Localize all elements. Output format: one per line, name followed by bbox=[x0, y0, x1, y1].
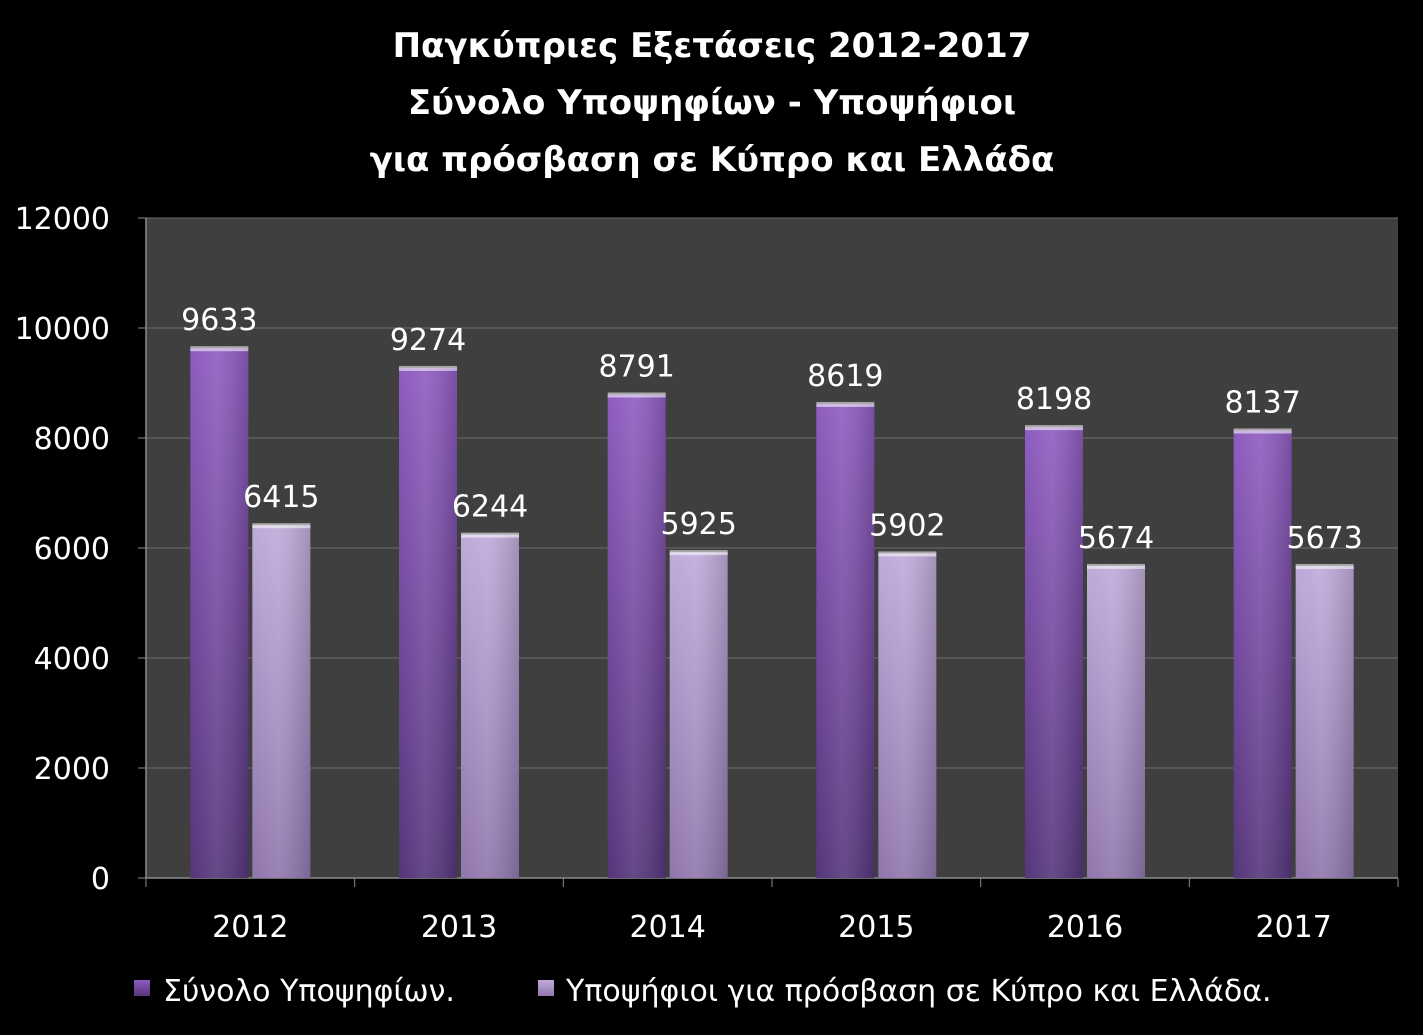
chart-title-line-1: Παγκύπριες Εξετάσεις 2012-2017 bbox=[393, 26, 1032, 66]
data-label-series-2: 5925 bbox=[660, 507, 736, 542]
bar-shading bbox=[878, 553, 937, 878]
bar-top-highlight bbox=[669, 550, 728, 556]
legend: Σύνολο Υποψηφίων. Υποψήφιοι για πρόσβαση… bbox=[134, 974, 1272, 1009]
bar-shading bbox=[252, 525, 311, 878]
bar-shading bbox=[461, 534, 519, 878]
bar-top-highlight bbox=[399, 365, 457, 371]
legend-label-series-1: Σύνολο Υποψηφίων. bbox=[163, 974, 455, 1009]
y-tick-label: 0 bbox=[91, 862, 110, 897]
data-label-series-1: 8619 bbox=[807, 359, 883, 394]
data-label-series-2: 6244 bbox=[452, 490, 528, 525]
bars bbox=[190, 346, 1354, 878]
y-tick-label: 12000 bbox=[15, 202, 110, 237]
bar-top-highlight bbox=[252, 523, 311, 529]
bar-top-highlight bbox=[1025, 425, 1083, 431]
data-label-series-1: 9274 bbox=[390, 323, 466, 358]
bar-top-highlight bbox=[607, 392, 666, 398]
bar-top-highlight bbox=[1295, 563, 1354, 569]
x-tick-label: 2012 bbox=[212, 910, 288, 945]
chart-title: Παγκύπριες Εξετάσεις 2012-2017 Σύνολο Υπ… bbox=[370, 26, 1055, 180]
data-label-series-1: 8791 bbox=[598, 349, 674, 384]
y-tick-label: 10000 bbox=[15, 312, 110, 347]
legend-label-series-2: Υποψήφιοι για πρόσβαση σε Κύπρο και Ελλά… bbox=[565, 974, 1272, 1009]
x-tick-label: 2013 bbox=[421, 910, 497, 945]
y-tick-label: 6000 bbox=[34, 532, 110, 567]
data-label-series-1: 8198 bbox=[1016, 382, 1092, 417]
axes: 0 2000 4000 6000 8000 10000 12000 2012 2013 2014 2… bbox=[15, 202, 1399, 945]
data-label-series-2: 5674 bbox=[1078, 521, 1154, 556]
bar-shading bbox=[399, 367, 457, 878]
x-tick-label: 2017 bbox=[1255, 910, 1331, 945]
bar-top-highlight bbox=[1087, 563, 1145, 569]
bar-top-highlight bbox=[816, 401, 875, 407]
bar-shading bbox=[669, 552, 728, 878]
bar-shading bbox=[1233, 430, 1292, 878]
data-label-series-2: 6415 bbox=[243, 480, 319, 515]
data-labels: 9633 6415 9274 6244 8791 5925 8619 5902 8198 5674… bbox=[181, 303, 1363, 556]
bar-shading bbox=[1025, 427, 1083, 878]
gridlines bbox=[146, 217, 1398, 769]
x-tick-label: 2014 bbox=[629, 910, 705, 945]
data-label-series-1: 8137 bbox=[1224, 385, 1300, 420]
bar-top-highlight bbox=[190, 346, 249, 352]
bar-top-highlight bbox=[1233, 428, 1292, 434]
data-label-series-2: 5902 bbox=[869, 508, 945, 543]
y-tick-label: 8000 bbox=[34, 422, 110, 457]
chart-title-line-3: για πρόσβαση σε Κύπρο και Ελλάδα bbox=[370, 140, 1055, 180]
chart-title-line-2: Σύνολο Υποψηφίων - Υποψήφιοι bbox=[408, 83, 1016, 123]
bar-shading bbox=[816, 403, 875, 878]
bar-top-highlight bbox=[461, 532, 519, 538]
x-tick-label: 2015 bbox=[838, 910, 914, 945]
legend-swatch-series-1 bbox=[134, 980, 150, 996]
x-tick-label: 2016 bbox=[1047, 910, 1123, 945]
y-tick-label: 2000 bbox=[34, 752, 110, 787]
y-tick-label: 4000 bbox=[34, 642, 110, 677]
bar-shading bbox=[1087, 565, 1145, 878]
bar-shading bbox=[190, 348, 249, 878]
bar-shading bbox=[1295, 565, 1354, 878]
bar-top-highlight bbox=[878, 551, 937, 557]
legend-swatch-series-2 bbox=[538, 980, 554, 996]
data-label-series-1: 9633 bbox=[181, 303, 257, 338]
data-label-series-2: 5673 bbox=[1286, 521, 1362, 556]
bar-shading bbox=[607, 394, 666, 878]
